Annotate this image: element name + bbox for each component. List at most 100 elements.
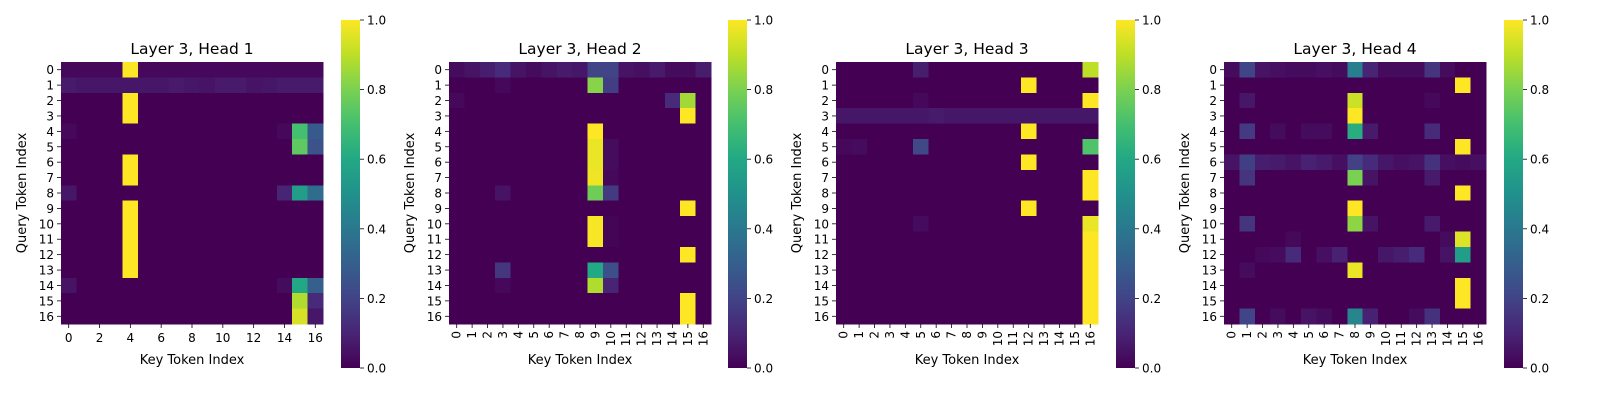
heatmap-panel-4: Layer 3, Head 40123456789101112131415160… bbox=[1178, 14, 1549, 376]
heatmap-cell bbox=[1005, 62, 1022, 78]
heatmap-cell bbox=[1036, 108, 1053, 125]
heatmap-cell bbox=[541, 200, 558, 217]
heatmap-cell bbox=[618, 92, 635, 109]
colorbar-gradient bbox=[341, 20, 360, 368]
heatmap-cell bbox=[836, 154, 852, 171]
heatmap-cell bbox=[91, 169, 108, 186]
heatmap-cell bbox=[572, 308, 589, 325]
y-tick-label: 11 bbox=[427, 233, 442, 247]
y-tick-label: 15 bbox=[39, 294, 54, 308]
heatmap-cell bbox=[1051, 262, 1068, 279]
heatmap-cell bbox=[649, 123, 666, 140]
heatmap-cell bbox=[587, 246, 604, 263]
heatmap-cell bbox=[1082, 108, 1099, 125]
heatmap-cell bbox=[1393, 277, 1410, 294]
x-axis-label: Key Token Index bbox=[140, 353, 245, 368]
y-tick-label: 15 bbox=[427, 294, 442, 308]
heatmap-cell bbox=[1036, 231, 1053, 248]
heatmap-cell bbox=[122, 293, 139, 310]
colorbar: 0.0 0.2 0.4 0.6 0.8 1.0 bbox=[1504, 14, 1549, 376]
heatmap-cell bbox=[882, 123, 899, 140]
heatmap-cell bbox=[510, 169, 527, 186]
heatmap-cell bbox=[91, 200, 108, 217]
heatmap-cell bbox=[1362, 185, 1379, 202]
heatmap-cell bbox=[990, 308, 1007, 325]
heatmap-cell bbox=[680, 92, 697, 109]
heatmap-cell bbox=[541, 108, 558, 125]
heatmap-cell bbox=[479, 277, 496, 294]
heatmap-cell bbox=[1347, 293, 1364, 310]
heatmap-cell bbox=[974, 308, 991, 325]
heatmap-cell bbox=[943, 92, 960, 109]
heatmap-cell bbox=[556, 200, 573, 217]
heatmap-cell bbox=[1439, 262, 1456, 279]
heatmap-cell bbox=[1301, 262, 1317, 279]
heatmap-cell bbox=[851, 185, 868, 202]
heatmap-cell bbox=[1316, 62, 1333, 78]
heatmap-cell bbox=[541, 293, 558, 310]
heatmap-cell bbox=[1224, 185, 1240, 202]
heatmap-cell bbox=[587, 200, 604, 217]
heatmap-cell bbox=[851, 154, 868, 171]
heatmap-cell bbox=[928, 108, 945, 125]
heatmap-cell bbox=[1439, 200, 1456, 217]
heatmap-cell bbox=[1020, 308, 1037, 325]
x-tick-label: 3 bbox=[883, 331, 897, 339]
heatmap-cell bbox=[138, 200, 154, 217]
heatmap-cell bbox=[1270, 246, 1287, 263]
heatmap-cell bbox=[587, 139, 604, 155]
heatmap-cell bbox=[1020, 123, 1037, 140]
heatmap-cell bbox=[1239, 154, 1256, 171]
heatmap-cell bbox=[913, 200, 929, 217]
heatmap-cell bbox=[245, 92, 262, 109]
heatmap-cell bbox=[449, 277, 465, 294]
heatmap-cell bbox=[633, 139, 650, 155]
heatmap-cell bbox=[959, 216, 976, 233]
heatmap-cell bbox=[495, 169, 512, 186]
heatmap-cell bbox=[1347, 277, 1364, 294]
heatmap-cell bbox=[836, 185, 852, 202]
heatmap-cell bbox=[245, 308, 262, 325]
heatmap-cell bbox=[215, 216, 232, 233]
heatmap-cell bbox=[153, 308, 170, 325]
heatmap-cell bbox=[1408, 62, 1425, 78]
heatmap-cell bbox=[1301, 123, 1317, 140]
heatmap-cell bbox=[495, 92, 512, 109]
heatmap-cell bbox=[1470, 185, 1487, 202]
heatmap-cell bbox=[1067, 77, 1084, 94]
heatmap-cell bbox=[245, 154, 262, 171]
heatmap-cell bbox=[556, 92, 573, 109]
heatmap-cell bbox=[1378, 216, 1395, 233]
heatmap-cell bbox=[479, 246, 496, 263]
heatmap-cell bbox=[464, 308, 481, 325]
heatmap-cell bbox=[1347, 246, 1364, 263]
heatmap-cell bbox=[107, 308, 124, 325]
heatmap-cell bbox=[1067, 246, 1084, 263]
heatmap-cell bbox=[836, 231, 852, 248]
heatmap-cell bbox=[1331, 246, 1348, 263]
heatmap-cell bbox=[276, 308, 293, 325]
heatmap-cell bbox=[449, 62, 465, 78]
heatmap-cell bbox=[1036, 246, 1053, 263]
heatmap-cell bbox=[307, 123, 324, 140]
heatmap-cell bbox=[943, 246, 960, 263]
heatmap-cell bbox=[587, 123, 604, 140]
heatmap-cell bbox=[307, 62, 324, 78]
heatmap-cell bbox=[199, 139, 216, 155]
heatmap-cell bbox=[61, 262, 77, 279]
heatmap-cell bbox=[1347, 92, 1364, 109]
heatmap-cell bbox=[276, 185, 293, 202]
x-tick-label: 11 bbox=[1394, 331, 1408, 346]
heatmap-cell bbox=[1285, 216, 1302, 233]
heatmap-cell bbox=[618, 231, 635, 248]
heatmap-cell bbox=[1301, 77, 1317, 94]
heatmap-cell bbox=[107, 185, 124, 202]
heatmap-cell bbox=[464, 185, 481, 202]
heatmap-cell bbox=[138, 185, 154, 202]
heatmap-cell bbox=[974, 293, 991, 310]
heatmap-cell bbox=[836, 308, 852, 325]
y-tick-label: 13 bbox=[814, 264, 829, 278]
heatmap-cell bbox=[990, 246, 1007, 263]
heatmap-cell bbox=[526, 216, 542, 233]
heatmap-cell bbox=[882, 92, 899, 109]
